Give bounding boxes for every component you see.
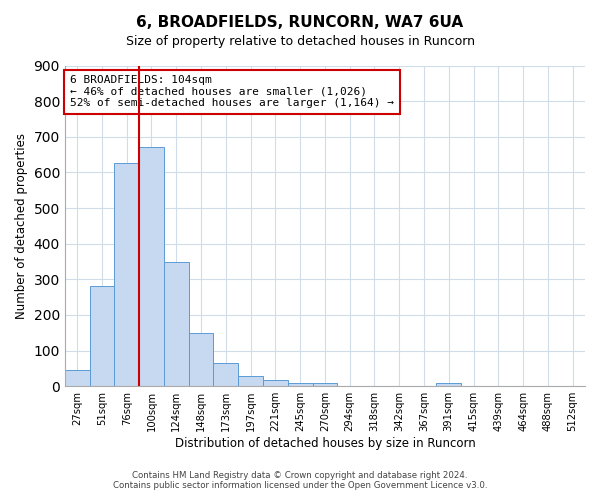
Bar <box>313 384 337 386</box>
Text: Size of property relative to detached houses in Runcorn: Size of property relative to detached ho… <box>125 35 475 48</box>
Bar <box>139 148 164 386</box>
Bar <box>288 382 313 386</box>
Bar <box>263 380 288 386</box>
Bar <box>65 370 89 386</box>
Bar <box>238 376 263 386</box>
Bar <box>188 334 214 386</box>
Bar <box>89 286 115 386</box>
X-axis label: Distribution of detached houses by size in Runcorn: Distribution of detached houses by size … <box>175 437 475 450</box>
Bar <box>214 363 238 386</box>
Y-axis label: Number of detached properties: Number of detached properties <box>15 133 28 319</box>
Bar <box>164 262 188 386</box>
Bar <box>115 164 139 386</box>
Text: 6, BROADFIELDS, RUNCORN, WA7 6UA: 6, BROADFIELDS, RUNCORN, WA7 6UA <box>136 15 464 30</box>
Bar <box>436 382 461 386</box>
Text: Contains HM Land Registry data © Crown copyright and database right 2024.
Contai: Contains HM Land Registry data © Crown c… <box>113 470 487 490</box>
Text: 6 BROADFIELDS: 104sqm
← 46% of detached houses are smaller (1,026)
52% of semi-d: 6 BROADFIELDS: 104sqm ← 46% of detached … <box>70 75 394 108</box>
